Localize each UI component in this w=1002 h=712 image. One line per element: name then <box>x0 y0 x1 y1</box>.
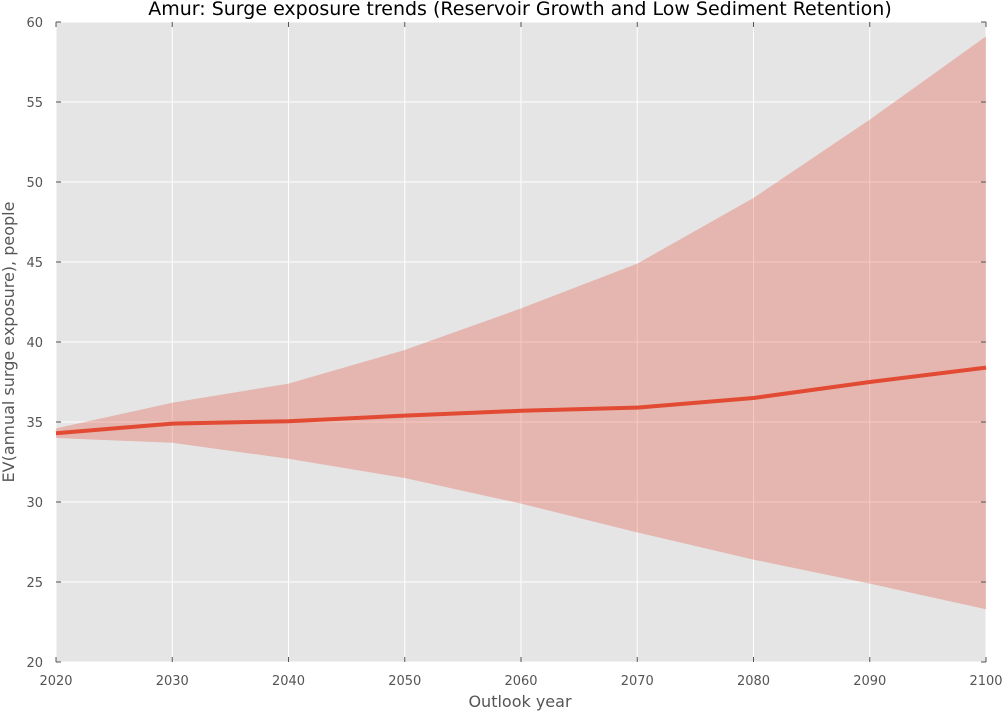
y-tick-label: 50 <box>26 176 43 191</box>
x-axis-label: Outlook year <box>468 692 572 711</box>
y-tick-label: 60 <box>26 16 43 31</box>
y-tick-label: 30 <box>26 496 43 511</box>
x-tick-label: 2100 <box>969 674 1002 689</box>
y-tick-label: 25 <box>26 576 43 591</box>
y-tick-label: 20 <box>26 656 43 671</box>
confidence-band <box>56 36 986 610</box>
x-tick-labels: 2020 2030 2040 2050 2060 2070 2080 2090 2100 <box>39 674 1002 689</box>
chart-title: Amur: Surge exposure trends (Reservoir G… <box>148 0 892 20</box>
series-lines <box>55 365 987 436</box>
x-tick-label: 2090 <box>853 674 886 689</box>
y-tick-label: 55 <box>26 96 43 111</box>
y-tick-labels: 20 25 30 35 40 45 50 55 60 <box>26 16 43 671</box>
x-tick-label: 2020 <box>39 674 72 689</box>
x-tick-label: 2040 <box>272 674 305 689</box>
x-tick-label: 2050 <box>388 674 421 689</box>
y-tick-label: 35 <box>26 416 43 431</box>
y-axis-label: EV(annual surge exposure), people <box>0 202 18 483</box>
x-tick-label: 2060 <box>504 674 537 689</box>
confidence-bands <box>56 36 986 610</box>
x-tick-label: 2070 <box>621 674 654 689</box>
axis-ticks <box>55 21 987 663</box>
series-line <box>55 365 987 436</box>
x-tick-label: 2080 <box>737 674 770 689</box>
x-tick-label: 2030 <box>156 674 189 689</box>
y-tick-label: 45 <box>26 256 43 271</box>
y-tick-label: 40 <box>26 336 43 351</box>
